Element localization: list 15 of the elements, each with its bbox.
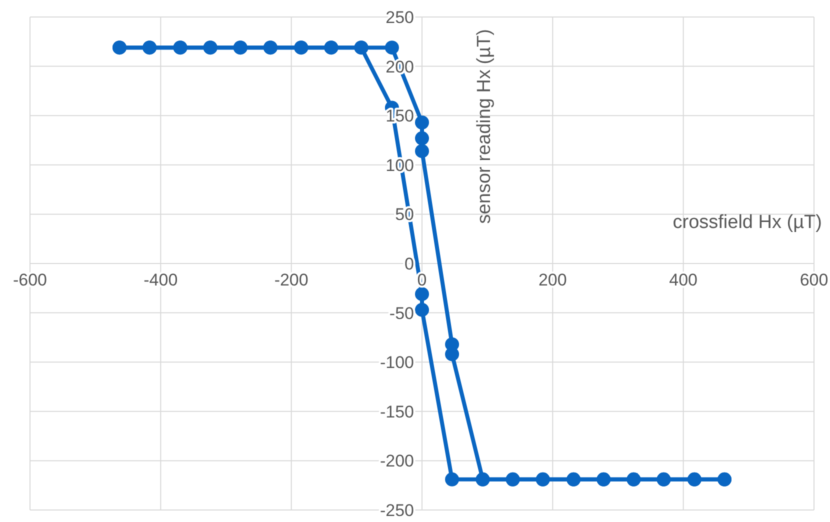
y-tick-label: -250 bbox=[380, 501, 414, 520]
y-tick-label: 0 bbox=[404, 254, 414, 274]
x-tick-label: 600 bbox=[800, 270, 828, 290]
x-tick-label: 400 bbox=[669, 270, 698, 290]
y-tick-label: -50 bbox=[389, 304, 414, 323]
y-tick-label: -150 bbox=[380, 402, 414, 422]
x-tick-label: 200 bbox=[538, 270, 567, 290]
y-axis-title: sensor reading Hx (µT) bbox=[474, 29, 496, 224]
y-tick-label: -200 bbox=[380, 452, 414, 471]
x-tick-label: -600 bbox=[12, 270, 48, 290]
y-tick-label: 250 bbox=[386, 8, 414, 27]
x-tick-label: -400 bbox=[144, 270, 178, 290]
x-axis-title: crossfield Hx (µT) bbox=[672, 212, 822, 234]
y-tick-label: -100 bbox=[380, 353, 414, 372]
x-tick-label: -200 bbox=[274, 270, 308, 290]
